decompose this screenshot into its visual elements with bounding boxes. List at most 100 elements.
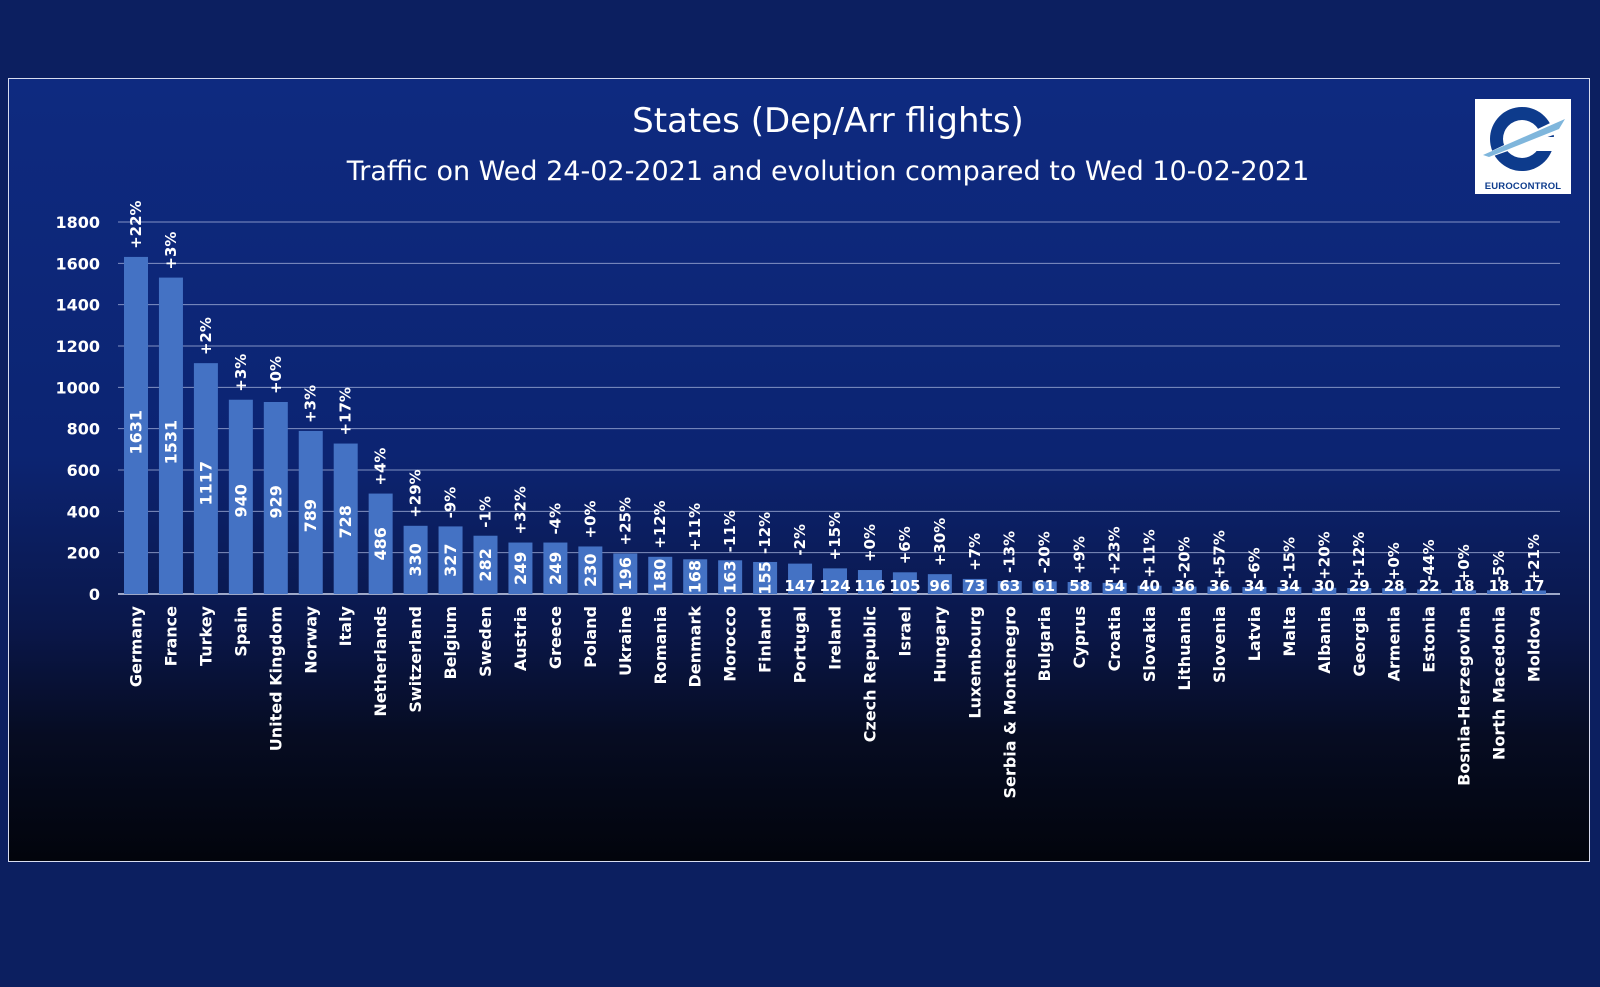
x-tick-label: Moldova (1525, 606, 1544, 682)
bar (927, 574, 952, 594)
evolution-label: +11% (1141, 529, 1159, 577)
evolution-label: +20% (1315, 531, 1333, 579)
x-tick-label: Estonia (1420, 606, 1439, 673)
evolution-label: +3% (162, 232, 180, 270)
evolution-label: +12% (651, 500, 669, 548)
value-label: 230 (581, 554, 600, 587)
x-tick-label: Italy (336, 605, 355, 646)
x-tick-label: Serbia & Montenegro (1000, 606, 1019, 798)
bar (333, 443, 358, 594)
y-tick-label: 1800 (55, 213, 100, 232)
x-tick-label: Slovakia (1140, 606, 1159, 682)
evolution-label: +12% (1350, 532, 1368, 580)
bar (753, 561, 778, 594)
value-label: 22 (1419, 577, 1440, 595)
x-tick-label: Switzerland (406, 606, 425, 713)
bar (1137, 585, 1162, 594)
value-label: 29 (1349, 577, 1370, 595)
bar (578, 546, 603, 594)
evolution-label: -6% (1245, 547, 1263, 579)
value-label: 486 (371, 527, 390, 560)
bar (368, 493, 393, 594)
bar (1417, 589, 1442, 594)
value-label: 330 (406, 543, 425, 576)
bar (158, 277, 183, 594)
value-label: 168 (686, 560, 705, 593)
bar (543, 542, 568, 594)
x-tick-label: Portugal (791, 606, 810, 683)
x-tick-label: Luxembourg (965, 606, 984, 719)
y-axis: 0 200 400 600 800 1000 1200 1400 1600 1800 (55, 213, 100, 604)
value-label: 18 (1489, 577, 1510, 595)
y-tick-label: 1600 (55, 254, 100, 273)
value-label: 30 (1314, 577, 1335, 595)
bar (193, 363, 218, 594)
evolution-label: +57% (1210, 530, 1228, 578)
evolution-label: +11% (686, 503, 704, 551)
bar (1277, 586, 1302, 594)
evolution-label: +29% (407, 469, 425, 517)
y-tick-label: 200 (67, 544, 100, 563)
x-tick-label: Cyprus (1070, 606, 1089, 668)
x-tick-label: Armenia (1385, 606, 1404, 681)
bar (962, 578, 987, 594)
value-label: 54 (1104, 577, 1125, 595)
evolution-label: +32% (511, 486, 529, 534)
x-tick-label: United Kingdom (266, 606, 285, 751)
bar (1172, 586, 1197, 594)
evolution-label: +7% (966, 533, 984, 571)
evolution-label: +4% (372, 448, 390, 486)
evolution-label: +30% (931, 518, 949, 566)
x-tick-label: Morocco (721, 606, 740, 682)
value-label: 17 (1524, 577, 1545, 595)
evolution-label: -20% (1036, 531, 1054, 573)
x-tick-label: Netherlands (371, 606, 390, 717)
bar (997, 580, 1022, 594)
x-tick-label: Greece (546, 606, 565, 669)
y-tick-label: 1000 (55, 378, 100, 397)
value-label: 940 (231, 484, 250, 517)
value-label: 147 (784, 577, 815, 595)
bar (718, 560, 743, 594)
x-tick-label: Israel (895, 606, 914, 657)
value-label: 155 (756, 561, 775, 594)
evolution-label: +9% (1071, 536, 1089, 574)
evolution-label: -2% (791, 524, 809, 556)
evolution-label: +0% (267, 356, 285, 394)
y-tick-label: 1400 (55, 296, 100, 315)
value-label: 96 (929, 577, 950, 595)
bar (683, 559, 708, 594)
value-label: 34 (1244, 577, 1265, 595)
evolution-label: -15% (1280, 537, 1298, 579)
bar (438, 526, 463, 594)
value-label: 1531 (161, 420, 180, 465)
data-labels: 1631 +22% 1531 +3% 1117 +2% 940 +3% 929 +0% 789 +3%… (127, 200, 1545, 595)
x-tick-label: Georgia (1350, 606, 1369, 677)
x-tick-label: Czech Republic (860, 606, 879, 742)
evolution-label: +3% (302, 385, 320, 423)
eurocontrol-logo: EUROCONTROL (1475, 99, 1571, 194)
evolution-label: +25% (616, 497, 634, 545)
bar (1347, 588, 1372, 594)
bar (1452, 590, 1477, 594)
bar (228, 399, 253, 594)
y-tick-label: 600 (67, 461, 100, 480)
x-tick-label: France (161, 606, 180, 666)
evolution-label: -4% (546, 503, 564, 535)
bar (857, 570, 882, 594)
bar (508, 542, 533, 594)
evolution-label: +3% (232, 354, 250, 392)
x-tick-label: Poland (581, 606, 600, 668)
value-label: 249 (511, 552, 530, 585)
chart-title: States (Dep/Arr flights) (632, 101, 1024, 141)
x-tick-label: Lithuania (1175, 606, 1194, 691)
evolution-label: -1% (477, 496, 495, 528)
x-tick-label: Malta (1280, 606, 1299, 657)
evolution-label: +17% (337, 387, 355, 435)
value-label: 63 (999, 577, 1020, 595)
evolution-label: +2% (197, 317, 215, 355)
x-tick-label: Sweden (476, 606, 495, 677)
value-label: 196 (616, 557, 635, 590)
bar (124, 256, 148, 594)
